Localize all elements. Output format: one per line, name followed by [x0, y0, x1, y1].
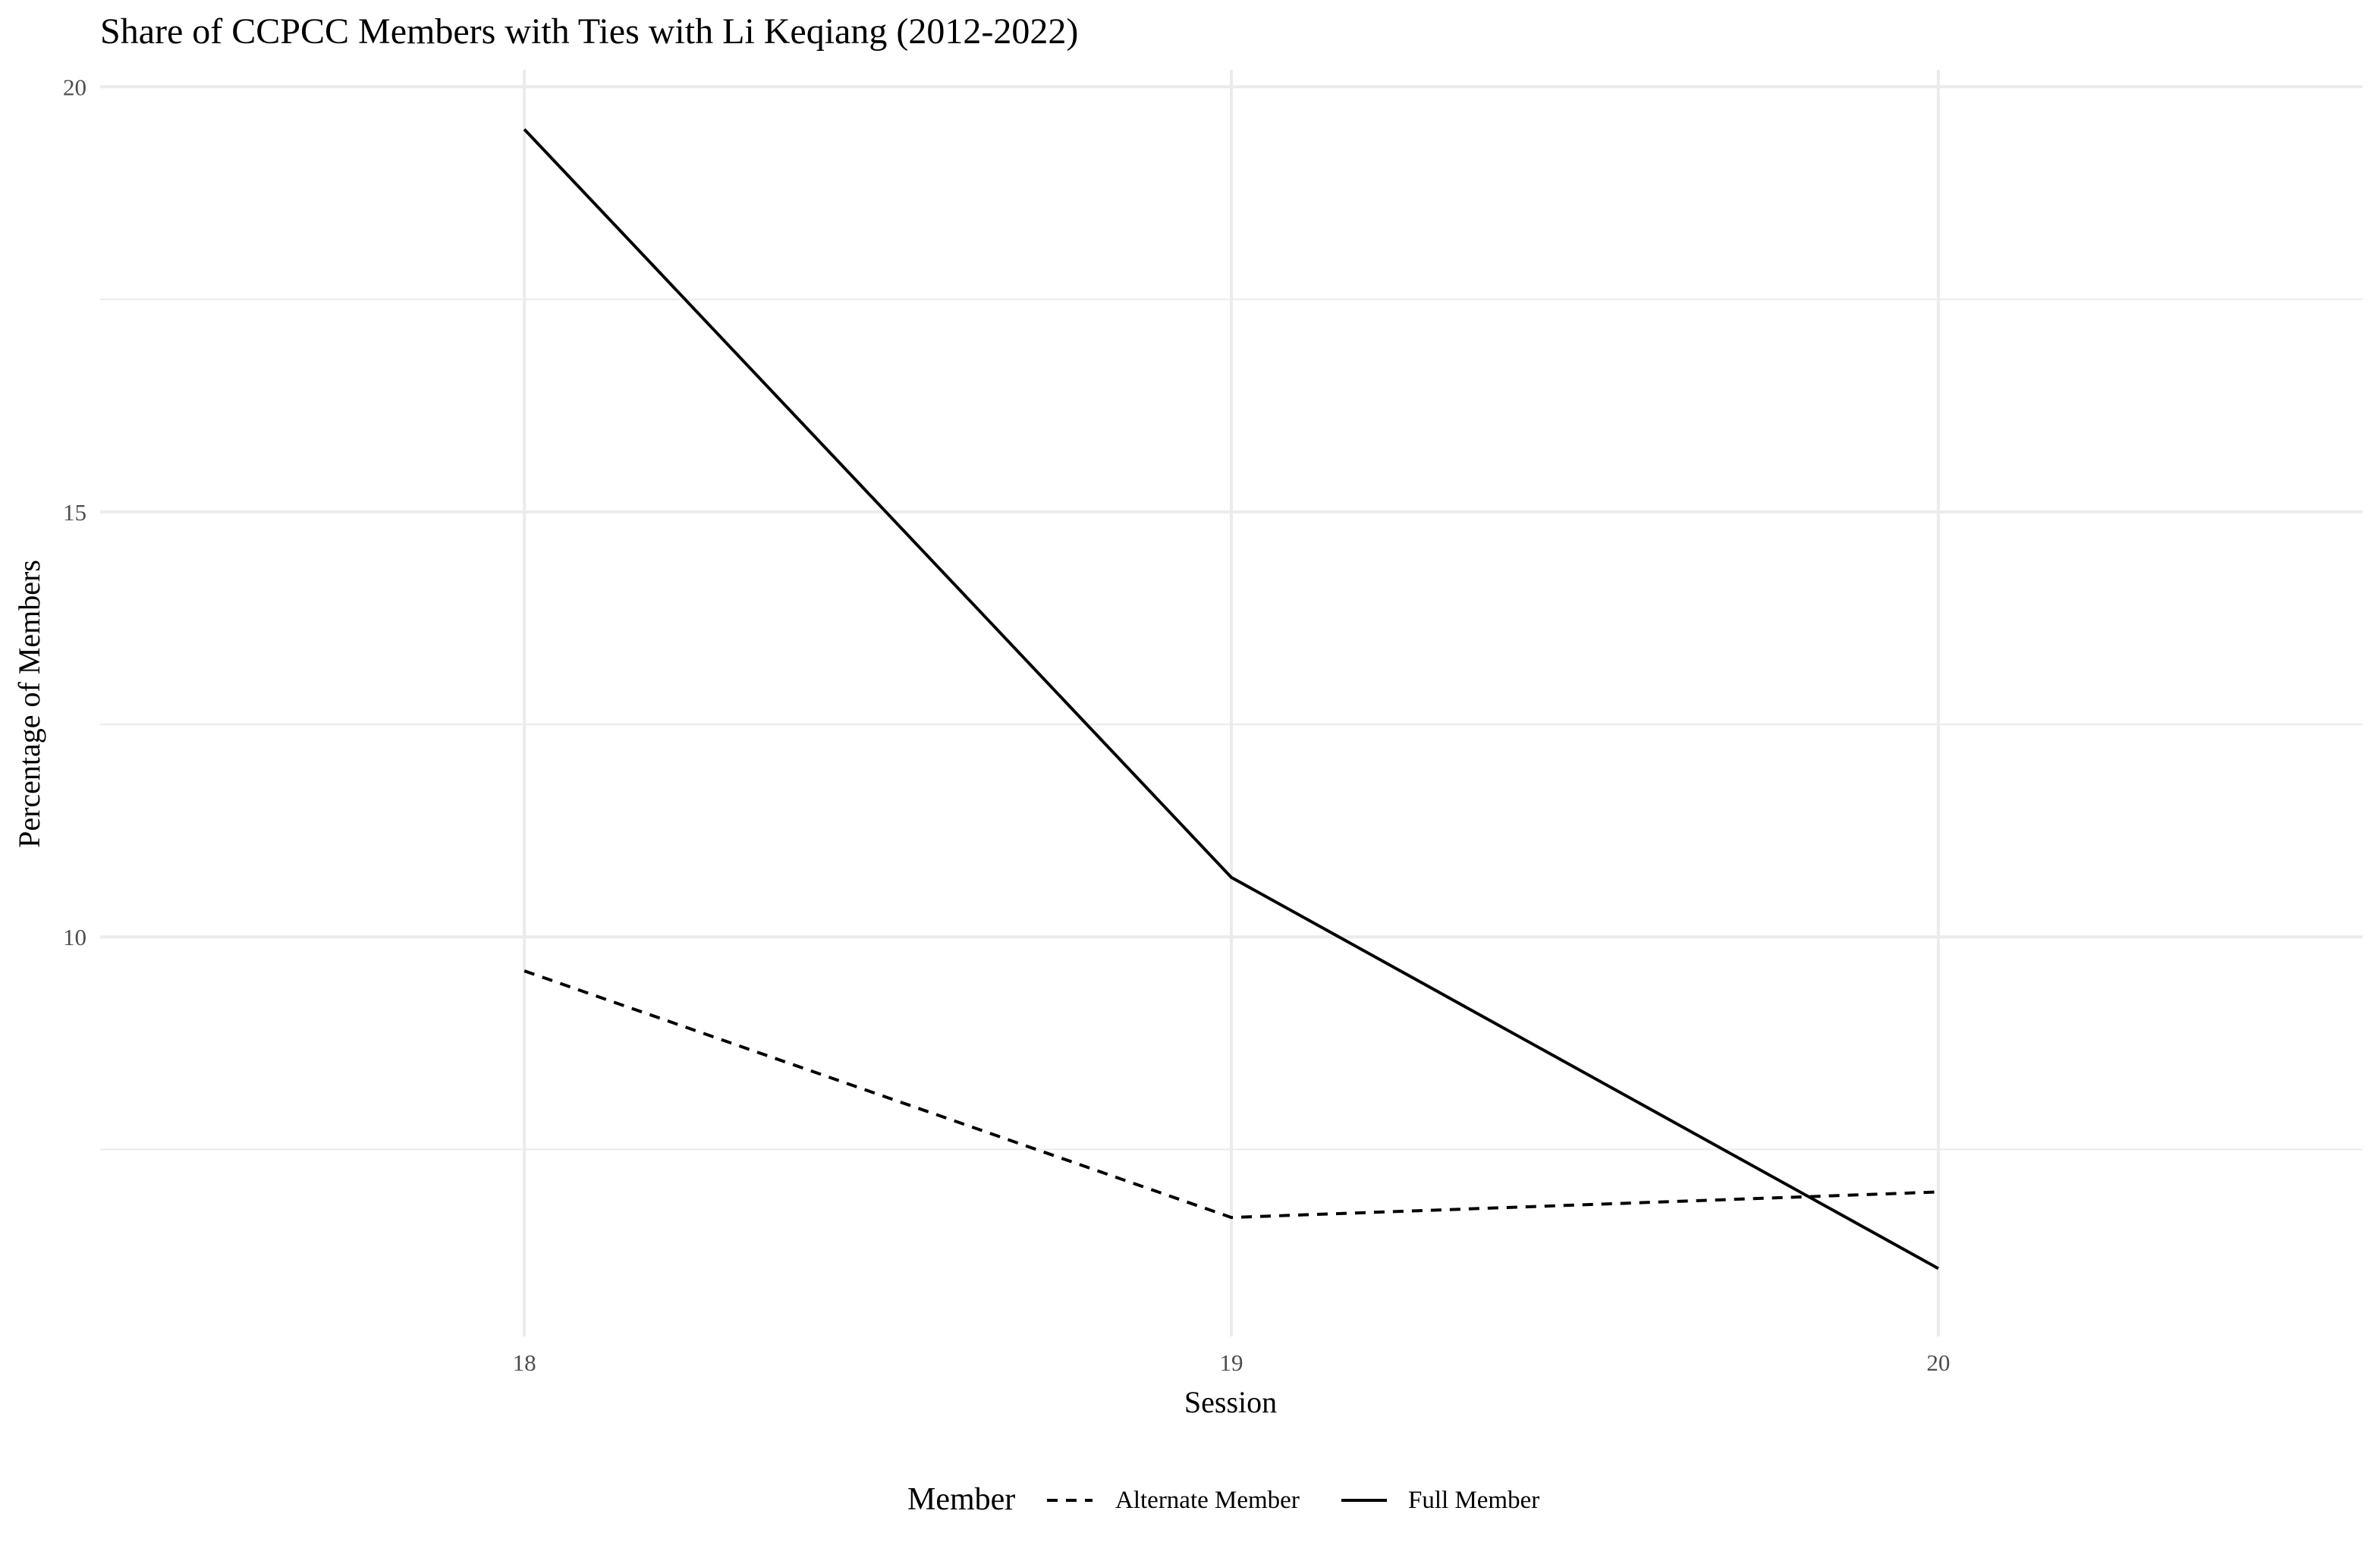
y-axis-ticks: 10 15 20	[63, 74, 86, 950]
legend-label-alternate-member: Alternate Member	[1115, 1487, 1300, 1514]
y-tick-label: 15	[63, 499, 86, 526]
series-line-full-member	[523, 128, 1939, 1270]
legend-title: Member	[907, 1482, 1015, 1517]
y-tick-label: 20	[63, 74, 86, 100]
y-axis-title: Percentage of Members	[12, 560, 46, 848]
y-tick-label: 10	[63, 924, 86, 950]
series-line-alternate-member	[523, 969, 1938, 1220]
chart-title: Share of CCPCC Members with Ties with Li…	[100, 11, 1078, 52]
x-axis-title: Session	[1184, 1385, 1277, 1419]
x-tick-label: 19	[1220, 1349, 1243, 1376]
x-axis-ticks: 18 19 20	[513, 1349, 1951, 1376]
grid	[100, 70, 2363, 1336]
legend: Member Alternate Member Full Member	[907, 1482, 1539, 1517]
x-tick-label: 18	[513, 1349, 536, 1376]
series-lines	[523, 128, 1939, 1270]
legend-label-full-member: Full Member	[1408, 1487, 1539, 1514]
x-tick-label: 20	[1926, 1349, 1950, 1376]
